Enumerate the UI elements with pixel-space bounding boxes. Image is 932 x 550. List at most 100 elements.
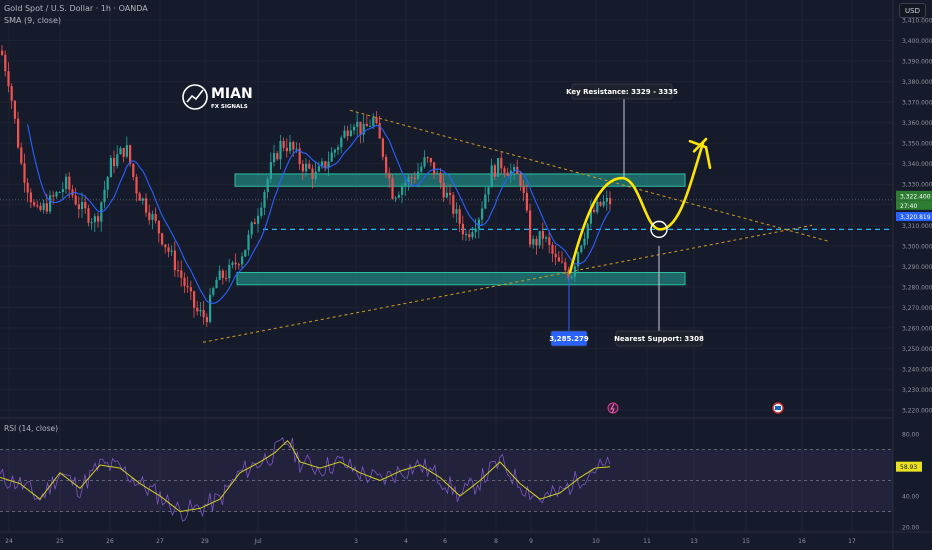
candle-body <box>314 171 317 179</box>
candles <box>1 45 612 327</box>
candle-body <box>503 168 506 173</box>
candle-body <box>548 237 551 245</box>
candle-body <box>458 209 461 224</box>
candle-body <box>97 216 100 222</box>
candle-body <box>445 192 448 198</box>
candle-body <box>349 130 352 136</box>
brand-trend-icon <box>186 89 204 103</box>
candle-body <box>273 153 276 163</box>
candle-body <box>301 164 304 172</box>
rsi-panel <box>0 437 893 522</box>
time-label: 10 <box>592 538 600 545</box>
candle-body <box>4 54 7 72</box>
rsi-value-label: 58.93 <box>900 464 917 471</box>
candle-body <box>308 163 311 169</box>
candle-body <box>420 166 423 172</box>
candle-body <box>39 205 42 211</box>
candle-body <box>557 257 560 262</box>
support-zone <box>236 271 686 286</box>
candle-body <box>161 233 164 245</box>
candle-body <box>52 195 55 197</box>
time-label: 15 <box>742 538 750 545</box>
candle-body <box>196 307 199 312</box>
candle-body <box>525 192 528 211</box>
brand-name: MIAN <box>211 86 253 102</box>
candle-body <box>442 183 445 198</box>
candle-body <box>61 189 64 193</box>
rsi-value-bg <box>896 461 922 472</box>
candle-body <box>388 173 391 179</box>
candle-body <box>250 222 253 235</box>
candle-body <box>145 198 148 213</box>
candle-body <box>337 147 340 150</box>
candle-body <box>353 126 356 131</box>
candle-body <box>247 234 250 250</box>
candle-body <box>215 279 218 289</box>
candle-body <box>74 195 77 205</box>
candle-body <box>397 194 400 198</box>
candle-body <box>573 266 576 277</box>
candle-body <box>113 157 116 167</box>
symbol-title: Gold Spot / U.S. Dollar · 1h · OANDA <box>4 4 148 13</box>
candle-body <box>407 177 410 184</box>
candle-body <box>417 171 420 179</box>
time-label: 17 <box>848 538 856 545</box>
candle-body <box>202 310 205 318</box>
candle-body <box>413 177 416 179</box>
support-circle <box>650 220 668 239</box>
candle-body <box>266 179 269 193</box>
current-price-label: 3,322.400 <box>900 193 931 200</box>
candle-body <box>551 244 554 254</box>
current-price-label-bg <box>896 190 932 201</box>
candle-body <box>541 231 544 239</box>
sma-9-line <box>27 124 611 304</box>
candle-body <box>199 310 202 312</box>
candle-body <box>532 239 535 245</box>
candle-body <box>20 147 23 164</box>
rsi-tick-label: 20.00 <box>902 525 919 532</box>
candle-body <box>81 201 84 210</box>
time-label: 27 <box>156 538 164 545</box>
candle-body <box>538 231 541 246</box>
rsi-ma-line <box>0 439 611 513</box>
candle-body <box>292 142 295 150</box>
candle-body <box>90 222 93 224</box>
candle-body <box>269 162 272 180</box>
candle-body <box>436 172 439 175</box>
candle-body <box>429 158 432 163</box>
candle-body <box>372 117 375 126</box>
candle-body <box>45 203 48 212</box>
candle-body <box>164 244 167 248</box>
candle-body <box>244 249 247 257</box>
key-resistance-label: Key Resistance: 3329 - 3335 <box>566 88 678 96</box>
candle-body <box>605 198 608 202</box>
candle-body <box>212 288 215 295</box>
candle-body <box>193 291 196 308</box>
time-label: 24 <box>5 538 13 545</box>
candle-body <box>468 234 471 238</box>
candle-body <box>391 178 394 199</box>
projection-path <box>568 141 705 274</box>
time-label: 13 <box>690 538 698 545</box>
candle-body <box>333 149 336 153</box>
candle-body <box>141 198 144 201</box>
candle-body <box>385 156 388 174</box>
brand-tagline: FX SIGNALS <box>211 104 248 110</box>
candle-body <box>260 207 263 216</box>
candle-body <box>362 123 365 135</box>
candle-body <box>263 192 266 208</box>
candle-body <box>529 210 532 245</box>
time-label: 16 <box>798 538 806 545</box>
candle-body <box>7 71 10 87</box>
candle-body <box>77 204 80 210</box>
candle-body <box>369 125 372 127</box>
time-label: 25 <box>56 538 64 545</box>
candle-body <box>68 176 71 190</box>
currency-button[interactable]: USD <box>899 3 926 18</box>
price-tick-label: 3,410.000 <box>902 18 932 25</box>
time-label: 3 <box>354 538 358 545</box>
candle-body <box>122 147 125 157</box>
rsi-legend: RSI (14, close) <box>4 424 59 433</box>
